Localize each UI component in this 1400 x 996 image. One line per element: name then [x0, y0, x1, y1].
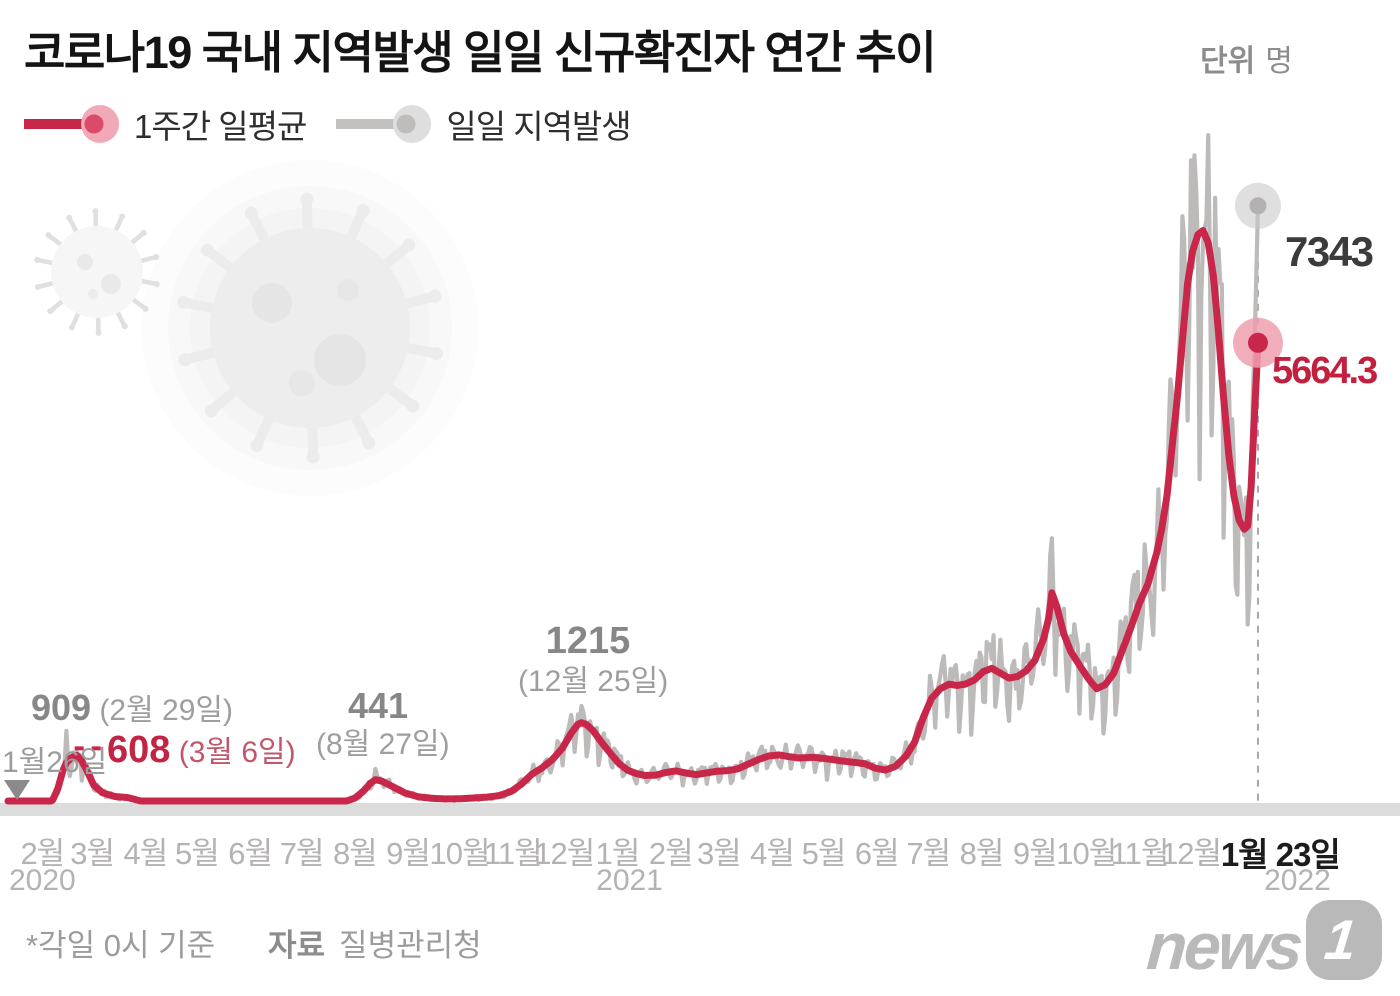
- x-axis-year-label: 2022: [1264, 864, 1331, 897]
- x-axis-month-label: 9월: [386, 836, 431, 871]
- second-peak-date: (8월 27일): [316, 727, 450, 761]
- latest-daily-point: [1249, 197, 1267, 215]
- first-avg-peak-date: (3월 6일): [178, 736, 296, 769]
- x-axis-latest-date-label: 1월 23일: [1220, 836, 1341, 873]
- page-title: 코로나19 국내 지역발생 일일 신규확진자 연간 추이: [24, 27, 937, 78]
- x-axis-month-label: 2월: [648, 836, 694, 871]
- third-peak-date: (12월 25일): [518, 664, 669, 698]
- unit-label: 단위: [1200, 45, 1256, 78]
- x-axis-years: 2020 2021 2022: [0, 864, 1400, 900]
- unit-note: 단위 명: [1200, 36, 1293, 80]
- x-axis-month-label: 9월: [1012, 836, 1058, 871]
- first-daily-peak-date: (2월 29일): [99, 694, 233, 727]
- daily-cases-line-swatch-icon: [336, 105, 432, 143]
- annotation-start-date: 1월26일: [2, 746, 108, 779]
- x-axis-month-label: 5월: [801, 836, 847, 871]
- annotation-latest-avg-value: 5664.3: [1272, 350, 1378, 392]
- legend-item-daily-cases: 일일 지역발생: [334, 100, 632, 148]
- x-axis-month-label: 12월: [1160, 836, 1222, 871]
- x-axis-month-label: 7월: [906, 836, 951, 871]
- x-axis-month-label: 8월: [959, 836, 1005, 871]
- virus-watermark-large-icon: [142, 160, 478, 496]
- source-credit: 자료 질병관리청: [268, 920, 482, 965]
- x-axis-month-label: 3월: [70, 836, 115, 871]
- latest-avg-point: [1247, 332, 1268, 353]
- annotation-latest-daily-value: 7343: [1285, 228, 1374, 275]
- x-axis-month-label: 5월: [174, 836, 220, 871]
- legend-item-weekly-average: 1주간 일평균: [22, 100, 307, 148]
- x-axis-month-label: 12월: [534, 836, 595, 871]
- news1-logo-text: news: [1144, 908, 1303, 983]
- weekly-average-line: [4, 227, 1262, 805]
- x-axis-year-label: 2020: [8, 864, 76, 897]
- footnote: *각일 0시 기준: [26, 928, 216, 963]
- x-axis-year-label: 2021: [596, 864, 663, 897]
- source-value: 질병관리청: [339, 928, 482, 963]
- x-axis-month-label: 3월: [696, 836, 742, 871]
- x-axis-month-label: 2월: [20, 836, 65, 871]
- first-daily-peak-value: 909: [31, 687, 92, 728]
- x-axis-month-label: 11월: [1110, 836, 1170, 871]
- news1-logo-badge-number: 1: [1322, 908, 1360, 971]
- x-axis-month-label: 4월: [123, 836, 168, 871]
- x-axis-month-label: 4월: [750, 836, 795, 871]
- x-axis-month-label: 6월: [228, 836, 273, 871]
- start-marker-triangle-icon: [4, 780, 30, 800]
- annotation-second-peak: 441 (8월 27일): [316, 685, 450, 761]
- source-label: 자료: [268, 928, 326, 963]
- x-axis-month-label: 8월: [332, 836, 378, 871]
- unit-value: 명: [1265, 45, 1293, 78]
- x-axis-month-label: 10월: [429, 836, 491, 871]
- x-axis-month-label: 11월: [483, 836, 543, 871]
- x-axis: 2월 3월 4월 5월 6월 7월 8월 9월 10월 11월 12월 1월 2월 3월 4월 5월 6월 7월 8…: [0, 828, 1400, 873]
- annotation-first-daily-peak: 909 (2월 29일): [31, 689, 233, 727]
- x-axis-month-label: 6월: [854, 836, 900, 871]
- x-axis-month-label: 1월: [595, 836, 641, 871]
- legend: 1주간 일평균 일일 지역발생: [22, 100, 632, 148]
- annotation-first-avg-peak: 608 (3월 6일): [107, 729, 296, 771]
- annotation-third-peak: 1215 (12월 25일): [518, 620, 669, 698]
- weekly-average-line-swatch-icon: [24, 105, 119, 143]
- legend-label-weekly-average: 1주간 일평균: [134, 108, 307, 145]
- first-avg-peak-value: 608: [107, 729, 171, 771]
- second-peak-value: 441: [347, 685, 409, 726]
- news1-logo-badge-icon: 1: [1306, 900, 1382, 980]
- legend-label-daily-cases: 일일 지역발생: [446, 108, 631, 145]
- x-axis-month-label: 7월: [279, 836, 325, 871]
- third-peak-value: 1215: [545, 620, 631, 662]
- virus-watermark-small-icon: [34, 208, 160, 336]
- x-axis-baseline-bar: [0, 803, 1400, 816]
- x-axis-month-label: 10월: [1056, 836, 1117, 871]
- news1-logo: news 1: [1144, 896, 1382, 983]
